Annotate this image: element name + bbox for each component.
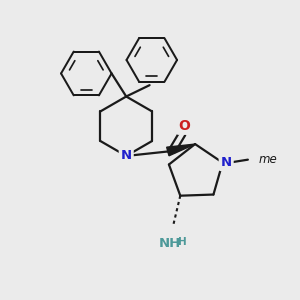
Text: N: N xyxy=(220,156,232,169)
Text: NH: NH xyxy=(159,237,181,250)
Text: N: N xyxy=(121,149,132,162)
Text: H: H xyxy=(178,237,187,247)
Text: me: me xyxy=(258,153,277,166)
Text: O: O xyxy=(178,119,190,133)
Polygon shape xyxy=(167,144,195,156)
